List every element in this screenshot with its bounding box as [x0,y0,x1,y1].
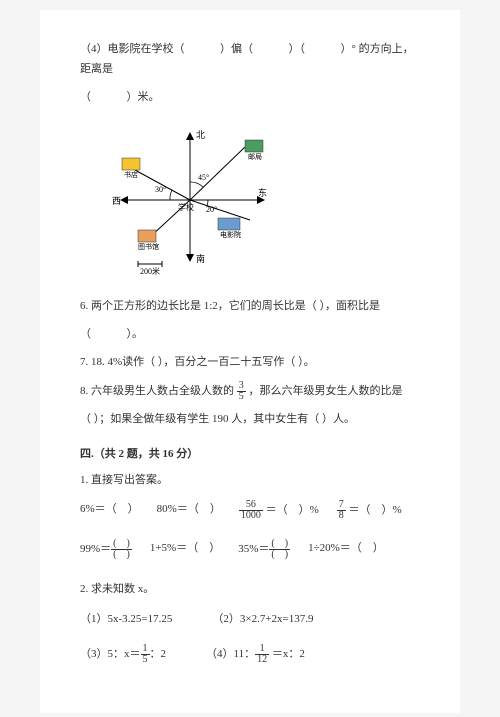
label-bookstore: 书店 [124,170,138,179]
label-library: 图书馆 [138,242,159,251]
label-center: 学校 [178,202,194,212]
q7-c: ）。 [298,356,315,368]
question-8: 8. 六年级男生人数占全级人数的 3 5 ，那么六年级男女生人数的比是 [80,381,420,402]
q8-d: ）；如果全做年级有学生 190 人，其中女生有（ [94,413,320,425]
fraction: 1 5 [141,644,150,665]
eq: 35%＝ ( ) ( ) [238,539,290,560]
section-4-q2: 2. 求未知数 x。 [80,580,420,600]
equation-row-2: 99%＝ ( ) ( ) 1+5%＝（ ） 35%＝ ( ) ( ) 1÷20%… [80,539,420,568]
section-4-title: 四.（共 2 题，共 16 分） [80,445,420,461]
label-cinema: 电影院 [220,230,241,239]
denominator: 12 [255,655,269,665]
eq-text: ＝（ ）% [263,504,319,516]
equation-row-1: 6%＝（ ） 80%＝（ ） 56 1000 ＝（ ）% 7 8 ＝（ ）% [80,500,420,529]
q4-text-a: （4）电影院在学校（ [80,43,185,55]
denominator: 1000 [239,511,263,521]
question-6: 6. 两个正方形的边长比是 1:2，它们的周长比是（ ），面积比是 [80,297,420,317]
q6-c: （ [80,328,91,340]
eq: 1+5%＝（ ） [150,539,220,560]
compass-diagram: 北 南 东 西 学校 书店 邮局 图书馆 电影院 200米 30° 45° 20… [100,122,280,282]
question-8-line2: （ ）；如果全做年级有学生 190 人，其中女生有（ ）人。 [80,410,420,430]
eq-text: ＝x：2 [269,648,305,660]
question-4: （4）电影院在学校（ ）偏（ ）（ ）° 的方向上，距离是 [80,40,420,80]
denominator: ( ) [269,550,290,560]
label-south: 南 [196,253,205,264]
equation-row-4: （3）5：x＝ 1 5 ：2 （4）11： 1 12 ＝x：2 [80,644,420,673]
q6-a: 6. 两个正方形的边长比是 1:2，它们的周长比是（ [80,300,317,312]
fraction: ( ) ( ) [269,539,290,560]
fraction: 1 12 [255,644,269,665]
question-7: 7. 18. 4%读作（ ），百分之一百二十五写作（ ）。 [80,353,420,373]
q6-d: ）。 [127,328,144,340]
eq: 6%＝（ ） [80,500,139,521]
fraction: 3 5 [237,381,246,402]
eq: 1÷20%＝（ ） [308,539,384,560]
eq-text: （4）11： [206,648,255,660]
q7-b: ），百分之一百二十五写作（ [158,356,296,368]
eq: （2）3×2.7+2x=137.9 [212,610,313,626]
question-6-line2: （ ）。 [80,325,420,345]
q6-b: ），面积比是 [320,300,381,312]
fraction: 56 1000 [239,500,263,521]
section-4-q1: 1. 直接写出答案。 [80,471,420,491]
denominator: ( ) [111,550,132,560]
label-west: 西 [112,196,121,206]
denominator: 5 [237,392,246,402]
label-angle2: 45° [198,173,209,182]
eq: （3）5：x＝ 1 5 ：2 [80,644,166,665]
fraction: 7 8 [337,500,346,521]
question-4-line2: （ ）米。 [80,88,420,108]
label-scale: 200米 [140,266,160,276]
q4-text-b: ）偏（ [220,43,253,55]
q8-c: （ [80,413,91,425]
denominator: 8 [337,511,346,521]
label-north: 北 [196,130,205,140]
eq: （1）5x-3.25=17.25 [80,610,172,626]
q7-a: 7. 18. 4%读作（ [80,356,155,368]
eq-text: 99%＝ [80,543,111,555]
denominator: 5 [141,655,150,665]
eq: 99%＝ ( ) ( ) [80,539,132,560]
eq-text: ：2 [150,648,167,660]
eq: 56 1000 ＝（ ）% [239,500,319,521]
label-angle3: 20° [206,205,217,214]
eq-text: （3）5：x＝ [80,648,141,660]
q4-text-f: ）米。 [127,91,160,103]
label-east: 东 [258,187,267,198]
q8-a: 8. 六年级男生人数占全级人数的 [80,385,234,397]
q4-text-e: （ [80,91,91,103]
eq: （4）11： 1 12 ＝x：2 [206,644,305,665]
q8-e: ）人。 [322,413,355,425]
eq: 80%＝（ ） [157,500,221,521]
eq: 7 8 ＝（ ）% [337,500,402,521]
label-postoffice: 邮局 [248,152,262,161]
label-angle1: 30° [155,185,166,194]
q4-text-c: ）（ [289,43,306,55]
page: （4）电影院在学校（ ）偏（ ）（ ）° 的方向上，距离是 （ ）米。 [40,10,460,713]
fraction: ( ) ( ) [111,539,132,560]
eq-text: ＝（ ）% [346,504,402,516]
equation-row-3: （1）5x-3.25=17.25 （2）3×2.7+2x=137.9 [80,610,420,634]
q8-b: ，那么六年级男女生人数的比是 [249,385,403,397]
eq-text: 35%＝ [238,543,269,555]
